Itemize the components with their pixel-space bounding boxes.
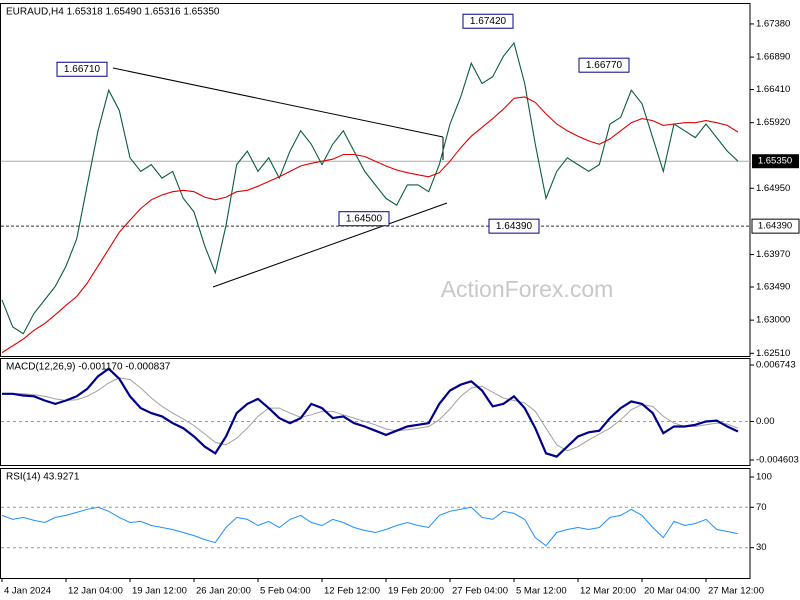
x-tick-label: 19 Jan 12:00: [132, 586, 187, 597]
y-tick-label: 1.63000: [756, 315, 790, 326]
annotation-label: 1.64390: [496, 221, 533, 232]
y-tick-label: 1.65920: [756, 117, 790, 128]
y-tick-label: 1.63490: [756, 282, 790, 293]
y-tick-label: 0.006743: [756, 360, 796, 371]
x-tick-label: 12 Feb 12:00: [324, 586, 380, 597]
y-tick-label: 1.62510: [756, 348, 790, 359]
axis-price-box: [751, 218, 800, 234]
watermark: ActionForex.com: [441, 276, 614, 302]
x-tick-label: 19 Feb 20:00: [388, 586, 444, 597]
panel-frame: [0, 468, 751, 579]
annotation-label: 1.66770: [586, 60, 623, 71]
y-tick-label: 1.66890: [756, 52, 790, 63]
last-price-box: [752, 154, 799, 169]
annotation-box: [578, 57, 630, 73]
x-tick-label: 12 Jan 04:00: [68, 586, 123, 597]
annotation-label: 1.64500: [346, 213, 383, 224]
annotation-label: 1.66710: [64, 64, 101, 75]
panel-title: RSI(14) 43.9271: [6, 472, 80, 483]
y-tick-label: 1.63970: [756, 249, 790, 260]
x-tick-label: 5 Feb 04:00: [260, 586, 311, 597]
x-tick-label: 5 Mar 12:00: [516, 586, 567, 597]
last-price-label: 1.65350: [758, 156, 792, 167]
x-tick-label: 27 Feb 04:00: [452, 586, 508, 597]
series-line: [1, 506, 739, 547]
series-line: [1, 41, 739, 335]
trend-line: [112, 67, 444, 138]
y-tick-label: 0.00: [756, 416, 775, 427]
annotation-box: [56, 61, 108, 77]
series-line: [2, 377, 739, 452]
y-tick-label: 1.67380: [756, 18, 790, 29]
series-line: [1, 96, 739, 354]
panel-frame: [0, 3, 751, 357]
y-tick-label: -0.004603: [756, 455, 799, 466]
axis-price-label: 1.64390: [758, 221, 792, 232]
y-tick-label: 100: [756, 472, 772, 483]
x-tick-label: 4 Jan 2024: [4, 586, 51, 597]
x-tick-label: 27 Mar 12:00: [708, 586, 764, 597]
y-tick-label: 1.64950: [756, 183, 790, 194]
y-tick-label: 30: [756, 542, 767, 553]
trend-line: [212, 202, 448, 288]
annotation-box: [488, 218, 540, 234]
y-tick-label: 1.66410: [756, 84, 790, 95]
series-line: [2, 367, 739, 458]
annotation-label: 1.67420: [470, 16, 507, 27]
annotation-box: [462, 13, 514, 29]
x-tick-label: 12 Mar 20:00: [580, 586, 636, 597]
panel-frame: [0, 358, 751, 466]
x-tick-label: 26 Jan 20:00: [196, 586, 251, 597]
panel-title: MACD(12,26,9) -0.001170 -0.000837: [6, 362, 171, 373]
x-tick-label: 20 Mar 04:00: [644, 586, 700, 597]
panel-title: EURAUD,H4 1.65318 1.65490 1.65316 1.6535…: [6, 7, 220, 18]
y-tick-label: 70: [756, 502, 767, 513]
